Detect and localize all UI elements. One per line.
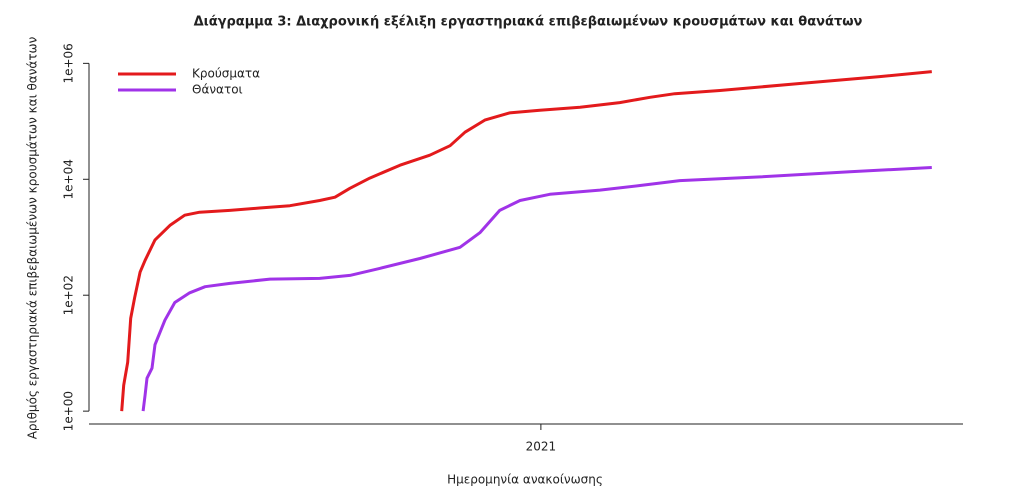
x-tick-label: 2021 (526, 440, 557, 454)
y-tick-label: 1e+02 (62, 275, 76, 315)
line-series (120, 70, 932, 412)
line-series (141, 166, 932, 412)
chart-title: Διάγραμμα 3: Διαχρονική εξέλιξη εργαστηρ… (194, 15, 863, 30)
legend-label: Κρούσματα (192, 67, 260, 81)
legend-label: Θάνατοι (192, 83, 243, 97)
x-axis-label: Ημερομηνία ανακοίνωσης (447, 473, 603, 487)
y-tick-label: 1e+04 (62, 159, 76, 199)
y-axis-label: Αριθμός εργαστηριακά επιβεβαιωμένων κρου… (26, 36, 40, 439)
y-tick-label: 1e+00 (62, 391, 76, 431)
y-tick-label: 1e+06 (62, 43, 76, 83)
